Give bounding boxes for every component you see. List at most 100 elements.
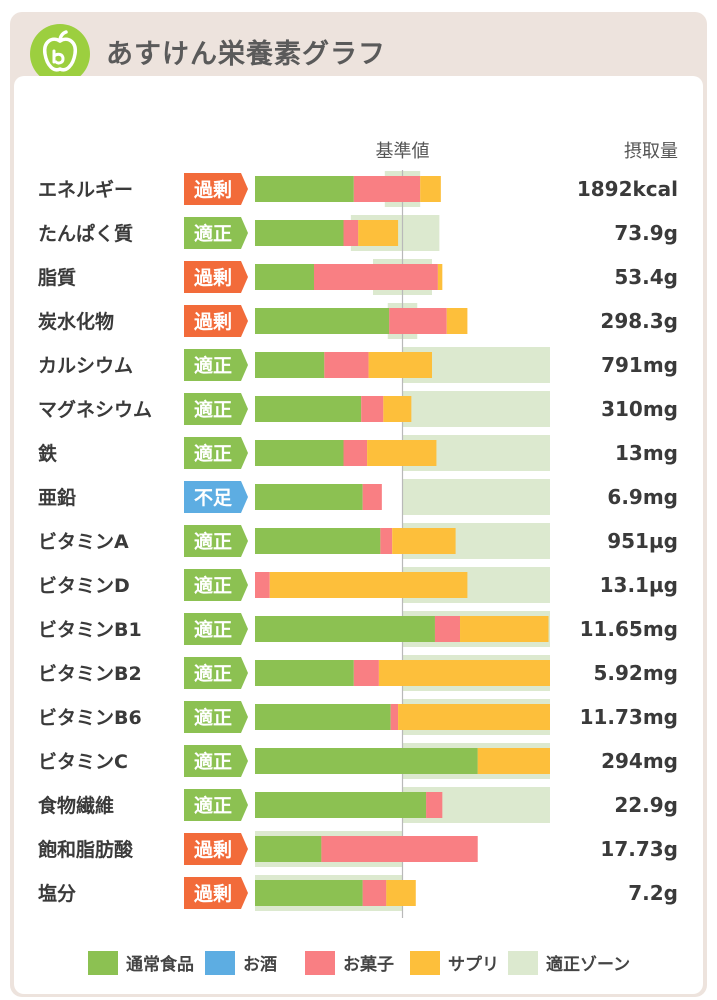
nutrient-label: ビタミンB6 (38, 707, 142, 729)
intake-value: 298.3g (600, 309, 678, 333)
bar-normal-food (255, 396, 362, 422)
status-badge (184, 613, 248, 645)
bar-snacks (353, 660, 379, 686)
intake-value: 294mg (601, 749, 678, 773)
legend-label: サプリ (448, 955, 499, 975)
bar-snacks (362, 880, 387, 906)
legend-item-normal_food: 通常食品 (88, 950, 194, 975)
status-badge-label: 適正 (194, 662, 232, 685)
bar-normal-food (255, 264, 314, 290)
legend-label: 適正ゾーン (546, 955, 631, 975)
status-badge (184, 525, 248, 557)
legend-swatch (305, 950, 335, 975)
status-badge (184, 569, 248, 601)
status-badge (184, 789, 248, 821)
intake-value: 13.1µg (600, 573, 678, 597)
bar-snacks (362, 484, 382, 510)
nutrient-label: たんぱく質 (38, 222, 133, 245)
status-badge-label: 適正 (194, 618, 232, 641)
zone-band (402, 391, 550, 427)
bar-supplement (378, 660, 550, 686)
legend-label: お酒 (243, 955, 277, 975)
bar-supplement (460, 616, 549, 642)
bar-snacks (255, 572, 270, 598)
bar-supplement (367, 440, 437, 466)
bar-snacks (380, 528, 393, 554)
status-badge-label: 過剰 (194, 310, 232, 333)
status-badge (184, 877, 248, 909)
bar-normal-food (255, 528, 381, 554)
intake-value: 22.9g (614, 793, 678, 817)
nutrient-label: 飽和脂肪酸 (37, 838, 134, 861)
intake-value: 310mg (601, 397, 678, 421)
intake-value: 791mg (601, 353, 678, 377)
bar-normal-food (255, 792, 427, 818)
page-title: あすけん栄養素グラフ (106, 39, 386, 70)
status-badge-label: 適正 (194, 442, 232, 465)
legend-label: 通常食品 (126, 955, 194, 975)
status-badge (184, 833, 248, 865)
status-badge-label: 適正 (194, 354, 232, 377)
zone-band (402, 479, 550, 515)
legend-swatch (508, 950, 538, 975)
status-badge (184, 173, 248, 205)
nutrient-label: エネルギー (38, 179, 133, 201)
intake-header: 摂取量 (624, 141, 678, 162)
nutrient-label: 亜鉛 (38, 486, 76, 509)
bar-supplement (446, 308, 468, 334)
bar-normal-food (255, 748, 478, 774)
status-badge (184, 349, 248, 381)
status-badge (184, 481, 248, 513)
nutrient-label: ビタミンA (38, 531, 129, 553)
header: あすけん栄養素グラフ (10, 12, 707, 92)
status-badge (184, 305, 248, 337)
bar-normal-food (255, 220, 344, 246)
bar-normal-food (255, 440, 344, 466)
intake-value: 6.9mg (607, 485, 678, 509)
legend-item-zone: 適正ゾーン (508, 950, 630, 975)
bar-snacks (314, 264, 438, 290)
nutrient-label: 脂質 (38, 266, 76, 289)
status-badge-label: 適正 (194, 398, 232, 421)
bar-snacks (389, 308, 447, 334)
bar-supplement (398, 704, 550, 730)
status-badge-label: 過剰 (194, 178, 232, 201)
status-badge (184, 217, 248, 249)
nutrient-label: 鉄 (38, 442, 57, 465)
bar-supplement (358, 220, 399, 246)
intake-value: 11.65mg (580, 617, 678, 641)
bar-supplement (420, 176, 441, 202)
bar-snacks (353, 176, 421, 202)
nutrient-label: 炭水化物 (38, 310, 114, 333)
intake-value: 53.4g (614, 265, 678, 289)
bar-normal-food (255, 176, 354, 202)
bar-supplement (368, 352, 432, 378)
nutrient-label: ビタミンD (38, 575, 130, 597)
intake-value: 7.2g (628, 881, 678, 905)
status-badge-label: 適正 (194, 530, 232, 553)
bar-snacks (361, 396, 384, 422)
nutrient-label: ビタミンB2 (38, 663, 142, 685)
status-badge (184, 437, 248, 469)
status-badge (184, 745, 248, 777)
status-badge-label: 不足 (194, 487, 233, 509)
legend-swatch (205, 950, 235, 975)
bar-snacks (343, 440, 368, 466)
status-badge-label: 適正 (194, 222, 232, 245)
legend-item-alcohol: お酒 (205, 950, 277, 975)
legend-item-supplement: サプリ (410, 950, 499, 975)
bar-snacks (324, 352, 369, 378)
status-badge-label: 過剰 (194, 838, 232, 861)
intake-value: 5.92mg (593, 661, 678, 685)
bar-normal-food (255, 880, 363, 906)
bar-supplement (269, 572, 468, 598)
status-badge-label: 適正 (194, 794, 232, 817)
status-badge (184, 657, 248, 689)
legend-swatch (410, 950, 440, 975)
bar-supplement (392, 528, 456, 554)
status-badge (184, 261, 248, 293)
bar-normal-food (255, 308, 390, 334)
nutrient-label: カルシウム (38, 355, 133, 377)
bar-normal-food (255, 484, 363, 510)
intake-value: 11.73mg (580, 705, 678, 729)
